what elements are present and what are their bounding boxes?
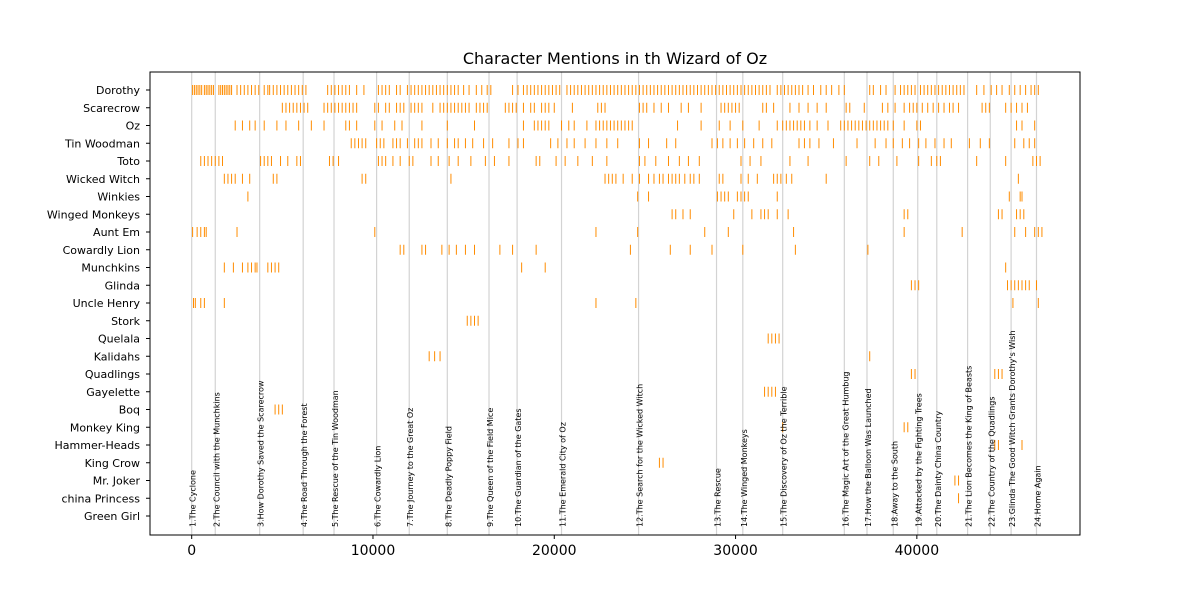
chapter-label: 10.The Guardian of the Gates — [514, 408, 523, 527]
y-tick-label: Toto — [116, 155, 140, 168]
y-tick-label: Boq — [119, 404, 140, 417]
chapter-label: 24.Home Again — [1033, 465, 1042, 527]
series-winkies — [247, 191, 1023, 202]
y-tick-label: Munchkins — [81, 262, 140, 275]
y-tick-label: Dorothy — [96, 84, 140, 97]
y-tick-label: Wicked Witch — [66, 173, 140, 186]
series-kalidahs — [428, 351, 871, 362]
x-tick-label: 10000 — [351, 543, 396, 559]
series-quadlings — [910, 369, 1003, 379]
y-tick-label: Hammer-Heads — [55, 439, 141, 452]
chapter-lines — [191, 72, 1038, 535]
y-tick-label: Mr. Joker — [93, 475, 141, 488]
series-monkey-king — [782, 422, 909, 433]
y-tick-label: Quelala — [98, 333, 140, 346]
series-winged-monkeys — [671, 209, 1025, 220]
chapter-label: 2.The Council with the Munchkins — [212, 392, 221, 527]
y-tick-label: Aunt Em — [93, 226, 140, 239]
y-tick-label: Winged Monkeys — [47, 208, 140, 221]
series-aunt-em — [192, 227, 1043, 237]
chapter-label: 14.The Winged Monkeys — [740, 429, 749, 527]
mention-marks — [192, 85, 1043, 504]
series-quelala — [767, 333, 780, 344]
y-tick-label: King Crow — [85, 457, 140, 470]
x-tick-label: 0 — [187, 543, 196, 559]
x-tick-label: 40000 — [895, 543, 940, 559]
series-boq — [274, 404, 283, 415]
y-tick-label: Scarecrow — [83, 102, 140, 115]
chapter-label: 16.The Magic Art of the Great Humbug — [841, 372, 850, 527]
chapter-label: 17.How the Balloon Was Launched — [864, 388, 873, 527]
chapter-label: 20.The Dainty China Country — [934, 411, 943, 527]
y-tick-label: Quadlings — [85, 368, 140, 381]
y-tick-label: Winkies — [97, 191, 140, 204]
chapter-labels: 1.The Cyclone 2.The Council with the Munc… — [189, 330, 1043, 527]
y-tick-label: china Princess — [61, 492, 140, 505]
y-tick-labels: Dorothy Scarecrow Oz Tin Woodman Toto Wicked … — [47, 84, 150, 523]
series-king-crow — [658, 457, 664, 468]
series-scarecrow — [281, 102, 1028, 113]
series-tin-woodman — [350, 138, 1036, 149]
series-stork — [466, 315, 479, 326]
x-tick-label: 30000 — [713, 543, 758, 559]
chapter-label: 3.How Dorothy Saved the Scarecrow — [257, 380, 266, 527]
chapter-label: 4.The Road Through the Forest — [300, 403, 309, 527]
series-wicked-witch — [223, 173, 1019, 184]
series-munchkins — [223, 262, 1007, 273]
chapter-label: 12.The Search for the Wicked Witch — [636, 384, 645, 527]
chapter-label: 19.Attacked by the Fighting Trees — [915, 393, 924, 527]
chart-title: Character Mentions in th Wizard of Oz — [463, 49, 767, 68]
chapter-label: 9.The Queen of the Field Mice — [486, 408, 495, 527]
series-uncle-henry — [193, 298, 1039, 308]
chapter-label: 18.Away to the South — [890, 441, 899, 527]
series-glinda — [910, 280, 1037, 291]
chapter-label: 7.The Journey to the Great Oz — [406, 408, 415, 527]
x-ticks: 0 10000 20000 30000 40000 — [187, 535, 939, 559]
chapter-label: 6.The Cowardly Lion — [374, 446, 383, 527]
series-cowardly-lion — [399, 244, 869, 255]
chapter-label: 22.The Country of the Quadlings — [987, 396, 996, 527]
y-tick-label: Gayelette — [86, 386, 140, 399]
series-toto — [200, 156, 1041, 166]
y-tick-label: Kalidahs — [94, 350, 141, 363]
x-tick-label: 20000 — [532, 543, 577, 559]
series-gayelette — [764, 386, 776, 397]
chapter-label: 11.The Emerald City of Oz — [559, 422, 568, 527]
chapter-label: 13.The Rescue — [714, 468, 723, 527]
y-tick-label: Glinda — [105, 279, 140, 292]
series-hammer-heads — [994, 440, 1023, 450]
y-tick-label: Green Girl — [84, 510, 140, 523]
chapter-label: 1.The Cyclone — [189, 470, 198, 527]
y-tick-label: Cowardly Lion — [63, 244, 140, 257]
chapter-label: 8.The Deadly Poppy Field — [444, 426, 453, 527]
y-tick-label: Oz — [126, 120, 141, 133]
chapter-label: 23.Glinda The Good Witch Grants Dorothy'… — [1008, 330, 1017, 527]
y-tick-label: Uncle Henry — [73, 297, 141, 310]
y-tick-label: Tin Woodman — [64, 137, 140, 150]
y-tick-label: Monkey King — [70, 421, 140, 434]
y-tick-label: Stork — [111, 315, 141, 328]
series-dorothy — [192, 85, 1039, 95]
chapter-label: 15.The Discovery of Oz the Terrible — [780, 386, 789, 527]
chapter-label: 21.The Lion Becomes the King of Beasts — [965, 366, 974, 527]
series-mr-joker — [954, 475, 960, 486]
chapter-label: 5.The Rescue of the Tin Woodman — [331, 390, 340, 527]
series-oz — [234, 120, 1036, 131]
